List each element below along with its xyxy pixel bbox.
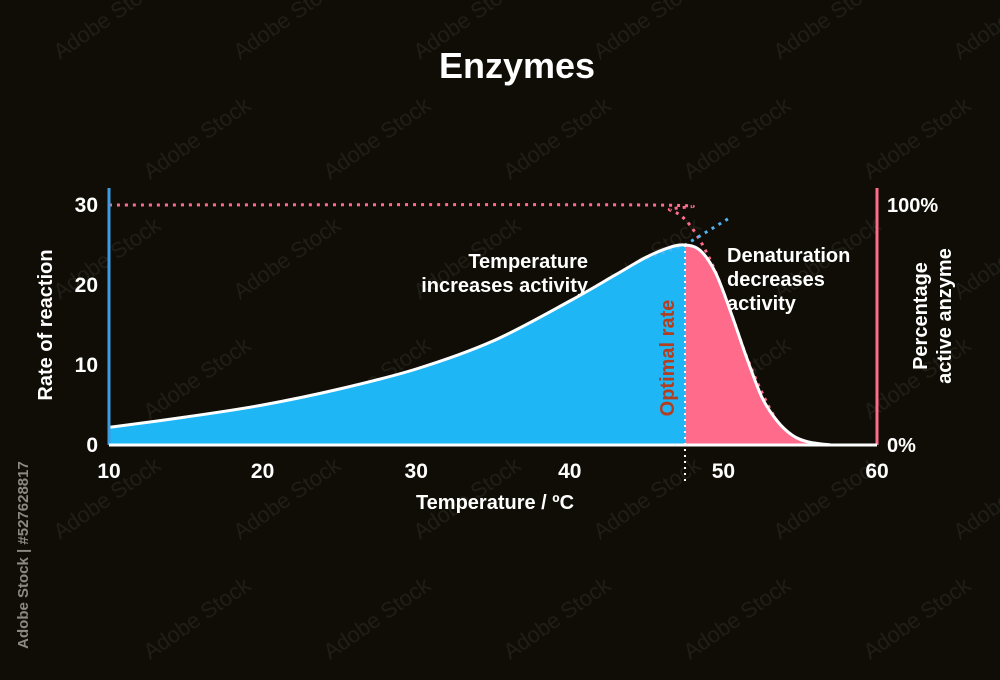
y2-tick-label: 100%	[887, 195, 938, 217]
watermark-text: Adobe Stock	[859, 571, 976, 664]
annotation-denature-line3: activity	[727, 293, 797, 315]
y-axis-label: Rate of reaction	[35, 249, 57, 400]
annotation-increase-line1: Temperature	[468, 251, 588, 273]
watermark-text: Adobe Stock	[319, 91, 436, 184]
watermark-text: Adobe Stock	[139, 571, 256, 664]
watermark-text: Adobe Stock	[49, 211, 166, 304]
watermark-text: Adobe Stock	[229, 0, 346, 64]
y2-axis-label-line1: Percentage	[910, 262, 932, 370]
y-tick-label: 0	[86, 434, 98, 457]
y-tick-label: 10	[75, 354, 98, 377]
x-axis-label: Temperature / ºC	[416, 492, 574, 514]
increase-area	[109, 245, 685, 445]
rate-curve	[108, 243, 832, 447]
y-tick-labels: 0 10 20 30	[75, 194, 98, 457]
x-tick-label: 20	[251, 460, 274, 483]
annotation-increase-line2: increases activity	[421, 275, 589, 297]
y2-axis-label-line2: active anzyme	[934, 248, 956, 384]
y-tick-label: 20	[75, 274, 98, 297]
x-tick-label: 40	[558, 460, 581, 483]
watermark-text: Adobe Stock	[679, 571, 796, 664]
y2-tick-label: 0%	[887, 435, 916, 457]
x-tick-label: 30	[405, 460, 428, 483]
watermark-text: Adobe Stock	[679, 91, 796, 184]
watermark-text: Adobe Stock	[589, 0, 706, 64]
watermark-text: Adobe Stock	[949, 451, 1000, 544]
y-tick-label: 30	[75, 194, 98, 217]
optimal-rate-label: Optimal rate	[657, 300, 679, 417]
x-tick-labels: 10 20 30 40 50 60	[97, 460, 888, 483]
watermark-text: Adobe Stock	[859, 91, 976, 184]
annotation-denature-line1: Denaturation	[727, 245, 850, 267]
x-tick-label: 60	[865, 460, 888, 483]
annotation-denature-line2: decreases	[727, 269, 825, 291]
active-enzyme-dotted-line	[108, 203, 794, 439]
watermark-text: Adobe Stock	[229, 211, 346, 304]
watermark-text: Adobe Stock	[319, 571, 436, 664]
x-tick-label: 50	[712, 460, 735, 483]
denature-area	[685, 245, 831, 445]
watermark-text: Adobe Stock	[49, 0, 166, 64]
watermark-text: Adobe Stock	[499, 571, 616, 664]
watermark-text: Adobe Stock	[589, 451, 706, 544]
watermark-side-id: Adobe Stock | #527628817	[15, 461, 32, 649]
watermark-text: Adobe Stock	[499, 91, 616, 184]
x-tick-label: 10	[97, 460, 120, 483]
watermark-text: Adobe Stock	[949, 0, 1000, 64]
watermark-text: Adobe Stock	[769, 0, 886, 64]
watermark-text: Adobe Stock	[949, 211, 1000, 304]
y2-tick-labels: 0% 100%	[887, 195, 938, 457]
watermark-text: Adobe Stock	[139, 91, 256, 184]
chart-title: Enzymes	[439, 45, 595, 86]
watermark-text: Adobe Stock	[229, 451, 346, 544]
